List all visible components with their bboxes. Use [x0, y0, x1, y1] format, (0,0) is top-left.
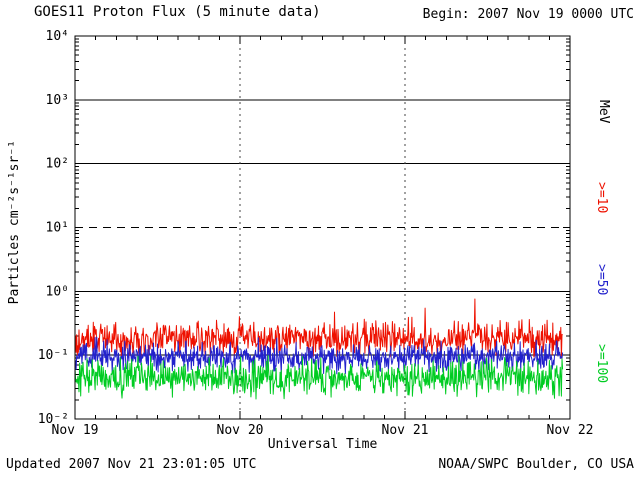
svg-text:Nov 19: Nov 19: [52, 423, 99, 438]
updated-timestamp: Updated 2007 Nov 21 23:01:05 UTC: [6, 457, 257, 472]
chart-title: GOES11 Proton Flux (5 minute data): [34, 4, 321, 20]
svg-text:10⁻¹: 10⁻¹: [38, 348, 69, 363]
svg-text:Nov 20: Nov 20: [217, 423, 264, 438]
svg-text:10⁻²: 10⁻²: [38, 412, 69, 427]
svg-text:Nov 22: Nov 22: [547, 423, 594, 438]
series-line-1: [74, 336, 564, 375]
series-line-0: [74, 298, 563, 359]
svg-text:10²: 10²: [46, 157, 69, 172]
svg-text:10⁴: 10⁴: [46, 29, 69, 44]
y-axis-label: Particles cm⁻²s⁻¹sr⁻¹: [7, 140, 22, 305]
series-label-ge50: >=50: [594, 264, 609, 296]
begin-timestamp: Begin: 2007 Nov 19 0000 UTC: [422, 7, 634, 22]
series-label-ge100: >=100: [594, 344, 609, 384]
series-label-ge10: >=10: [594, 182, 609, 214]
svg-text:10⁰: 10⁰: [46, 284, 69, 299]
right-axis-unit-label: MeV: [596, 100, 611, 124]
svg-text:10¹: 10¹: [46, 221, 69, 236]
svg-text:Nov 21: Nov 21: [382, 423, 429, 438]
x-axis-label: Universal Time: [267, 437, 378, 452]
svg-text:10³: 10³: [46, 93, 69, 108]
series-line-2: [74, 354, 564, 400]
credit-label: NOAA/SWPC Boulder, CO USA: [438, 457, 634, 472]
